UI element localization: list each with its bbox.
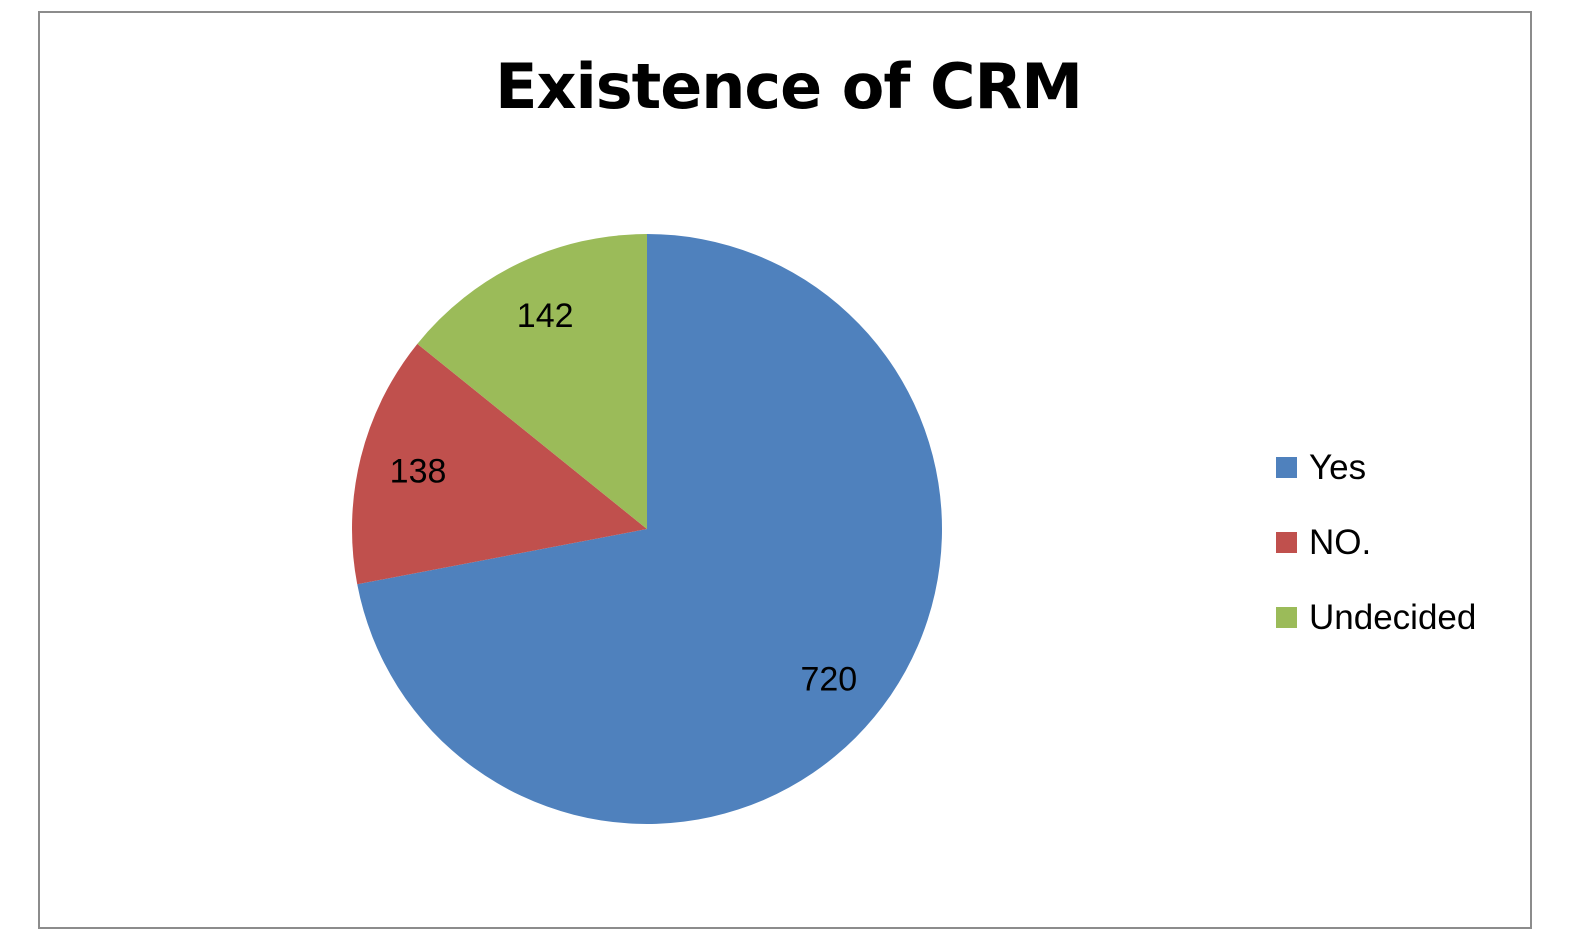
legend-swatch-undecided (1276, 607, 1297, 628)
pie-slice-no (352, 343, 647, 585)
legend-label-yes: Yes (1309, 447, 1367, 487)
data-label-yes: 720 (800, 660, 857, 698)
pie-slice-yes (357, 234, 943, 824)
legend-swatch-no (1276, 532, 1297, 553)
chart-title: Existence of CRM (495, 50, 1083, 123)
legend-swatch-yes (1276, 457, 1297, 478)
legend-label-undecided: Undecided (1309, 597, 1477, 637)
legend-item-undecided: Undecided (1276, 580, 1476, 655)
pie-data-labels: 720 138 142 (390, 297, 858, 698)
data-label-undecided: 142 (517, 297, 574, 335)
pie-slice-undecided (417, 234, 647, 529)
legend-label-no: NO. (1309, 522, 1372, 562)
legend-item-no: NO. (1276, 505, 1476, 580)
legend: Yes NO. Undecided (1276, 430, 1476, 655)
data-label-no: 138 (390, 453, 447, 491)
pie-slices (352, 234, 943, 824)
legend-item-yes: Yes (1276, 430, 1476, 505)
